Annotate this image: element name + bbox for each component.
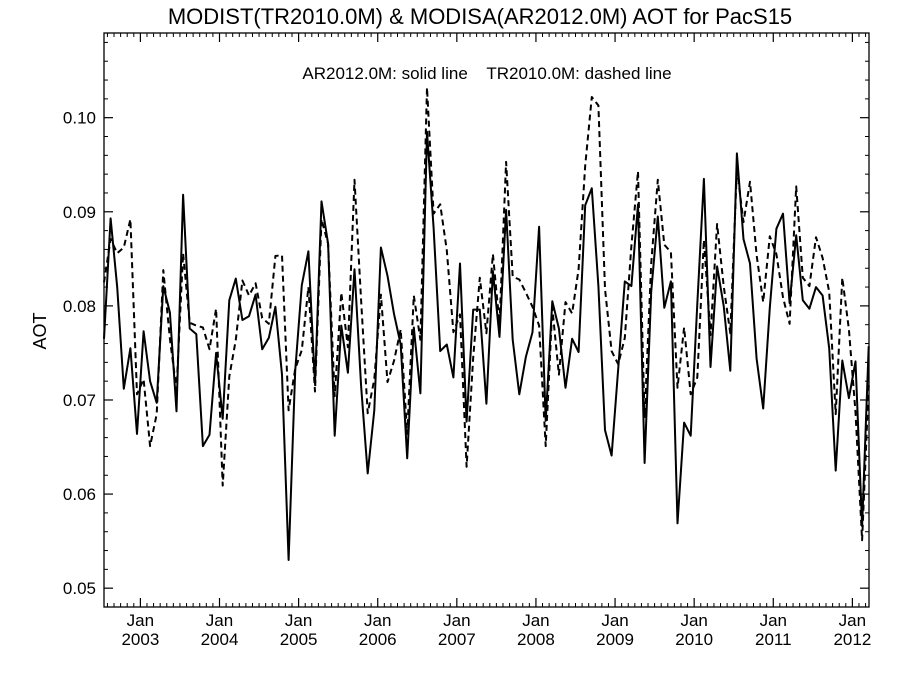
x-tick-year-label: 2007 [438, 630, 476, 649]
x-tick-month-label: Jan [206, 611, 233, 630]
x-tick-month-label: Jan [760, 611, 787, 630]
series-line-tr2010-0m [103, 86, 870, 542]
y-tick-label: 0.05 [63, 579, 96, 598]
x-tick-year-label: 2010 [675, 630, 713, 649]
x-tick-month-label: Jan [601, 611, 628, 630]
x-tick-year-label: 2004 [201, 630, 239, 649]
x-tick-year-label: 2008 [517, 630, 555, 649]
y-tick-label: 0.10 [63, 109, 96, 128]
x-tick-month-label: Jan [680, 611, 707, 630]
y-tick-label: 0.07 [63, 391, 96, 410]
x-tick-year-label: 2011 [755, 630, 792, 649]
y-tick-label: 0.08 [63, 297, 96, 316]
series-annotation: AR2012.0M: solid line TR2010.0M: dashed … [302, 64, 671, 83]
chart-title: MODIST(TR2010.0M) & MODISA(AR2012.0M) AO… [168, 4, 792, 29]
x-tick-year-label: 2005 [280, 630, 318, 649]
x-tick-month-label: Jan [839, 611, 866, 630]
x-tick-month-label: Jan [443, 611, 470, 630]
x-tick-year-label: 2009 [596, 630, 634, 649]
series-line-ar2012-0m [103, 130, 870, 561]
series-lines [103, 86, 870, 561]
y-axis-label: AOT [30, 312, 50, 349]
x-tick-month-label: Jan [127, 611, 154, 630]
y-tick-label: 0.06 [63, 485, 96, 504]
plot-frame [103, 32, 870, 608]
y-tick-label: 0.09 [63, 203, 96, 222]
x-tick-month-label: Jan [285, 611, 312, 630]
x-tick-year-label: 2003 [121, 630, 159, 649]
x-tick-year-label: 2006 [359, 630, 397, 649]
axes: 0.050.060.070.080.090.10Jan2003Jan2004Ja… [63, 33, 871, 649]
x-tick-month-label: Jan [522, 611, 549, 630]
x-tick-year-label: 2012 [833, 630, 871, 649]
x-tick-month-label: Jan [364, 611, 391, 630]
